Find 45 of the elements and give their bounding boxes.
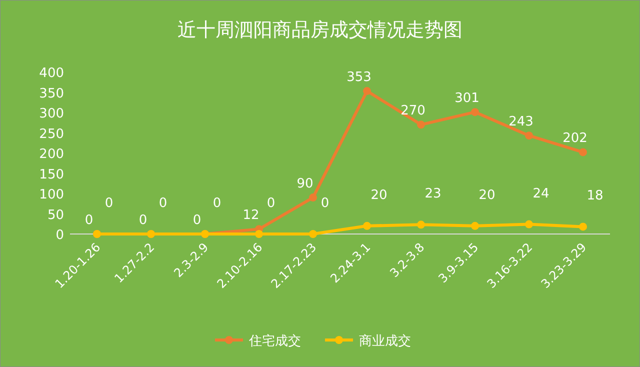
point <box>363 222 371 230</box>
y-tick-label: 400 <box>39 66 64 81</box>
data-label: 243 <box>508 114 534 130</box>
point <box>309 230 317 238</box>
data-label: 0 <box>320 196 330 211</box>
data-label: 0 <box>212 196 222 211</box>
data-label: 12 <box>242 208 260 224</box>
legend-label: 住宅成交 <box>248 333 301 349</box>
data-label: 270 <box>400 104 426 119</box>
point <box>255 230 263 238</box>
point <box>417 120 425 129</box>
data-label: 90 <box>296 176 314 192</box>
data-label: 23 <box>424 186 442 202</box>
point <box>579 222 587 231</box>
data-label: 0 <box>84 213 94 228</box>
data-label: 0 <box>104 196 114 211</box>
point <box>417 220 425 229</box>
point <box>309 194 317 202</box>
point <box>525 132 533 140</box>
chart-title: 近十周泗阳商品房成交情况走势图 <box>178 19 462 41</box>
y-tick-label: 200 <box>39 147 64 162</box>
point <box>363 87 371 96</box>
data-label: 20 <box>478 188 496 203</box>
point <box>579 148 587 156</box>
data-label: 0 <box>192 213 202 228</box>
data-label: 0 <box>266 196 276 211</box>
y-tick-label: 350 <box>39 86 64 102</box>
data-label: 18 <box>586 188 604 204</box>
data-label: 202 <box>562 131 588 146</box>
point <box>471 108 479 116</box>
data-label: 20 <box>370 188 388 203</box>
data-label: 301 <box>454 91 480 106</box>
y-tick-label: 50 <box>47 208 64 223</box>
y-tick-label: 100 <box>39 188 64 202</box>
y-tick-label: 250 <box>39 126 64 142</box>
point <box>525 220 533 228</box>
data-label: 0 <box>158 196 168 211</box>
y-tick-label: 150 <box>39 167 64 182</box>
data-label: 24 <box>532 186 550 202</box>
legend-label: 商业成交 <box>359 333 411 349</box>
point <box>471 222 479 230</box>
data-label: 0 <box>138 213 148 228</box>
y-tick-label: 0 <box>56 228 64 243</box>
y-tick-label: 300 <box>39 106 64 122</box>
data-label: 353 <box>346 70 372 86</box>
